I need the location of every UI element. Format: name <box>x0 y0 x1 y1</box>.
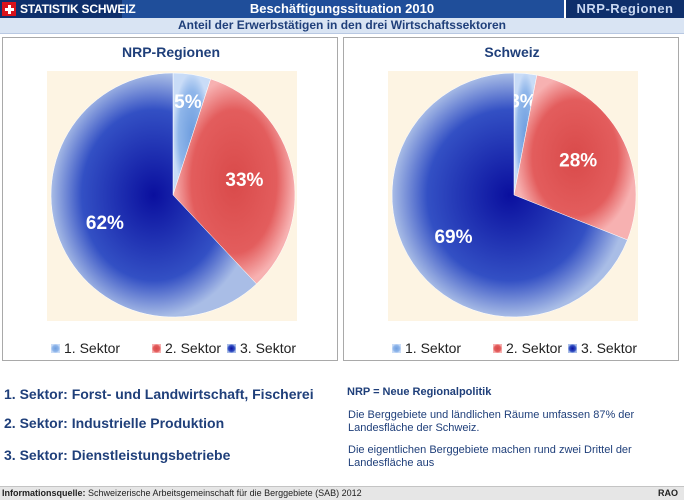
pie-slice-sector2 <box>513 74 637 241</box>
chart-panel-schweiz: Schweiz 3% 28% 69% 1. Sektor 2. Sektor 3. Sekt… <box>343 37 679 361</box>
footer-label: Informationsquelle: <box>2 488 86 498</box>
brand-text: STATISTIK SCHWEIZ <box>20 2 136 16</box>
pie-slice-sector3 <box>391 72 628 318</box>
chart-title: Schweiz <box>484 44 539 60</box>
legend-swatch-sector1 <box>392 344 401 353</box>
legend-swatch-sector2 <box>493 344 502 353</box>
footer-source: Schweizerische Arbeitsgemeinschaft für d… <box>88 488 362 498</box>
legend-swatch-sector2 <box>152 344 161 353</box>
data-label-sector2: 33% <box>225 170 263 191</box>
pie-chart-nrp: NRP-Regionen 5% 33% 62% 1. Sektor 2. Sektor 3.… <box>47 44 297 356</box>
footer: Informationsquelle: Schweizerische Arbei… <box>0 486 684 500</box>
page-title: Beschäftigungssituation 2010 <box>249 1 435 16</box>
legend-label-sector1: 1. Sektor <box>64 340 120 356</box>
data-label-sector3: 69% <box>434 227 472 248</box>
legend-label-sector1: 1. Sektor <box>405 340 461 356</box>
data-label-sector3: 62% <box>86 213 124 234</box>
legend-swatch-sector1 <box>51 344 60 353</box>
pie-slice-sector3 <box>50 72 257 318</box>
pie-chart-schweiz: Schweiz 3% 28% 69% 1. Sektor 2. Sektor 3. Sekt… <box>388 44 638 356</box>
legend-label-sector2: 2. Sektor <box>506 340 562 356</box>
swiss-flag-icon <box>2 2 16 16</box>
pie-slice-sector2 <box>172 78 296 285</box>
chart-title: NRP-Regionen <box>122 44 220 60</box>
note-mountain-area: Die Berggebiete und ländlichen Räume umf… <box>348 409 635 434</box>
chart-panel-nrp: NRP-Regionen 5% 33% 62% 1. Sektor 2. Sektor 3.… <box>2 37 338 361</box>
sector1-definition: 1. Sektor: Forst- und Landwirtschaft, Fi… <box>4 386 314 402</box>
note-mountain-share: Die eigentlichen Berggebiete machen rund… <box>348 444 632 469</box>
page-subtitle: Anteil der Erwerbstätigen in den drei Wi… <box>0 18 684 34</box>
legend-label-sector3: 3. Sektor <box>240 340 296 356</box>
sector2-definition: 2. Sektor: Industrielle Produktion <box>4 415 225 431</box>
header-bar: STATISTIK SCHWEIZ Beschäftigungssituatio… <box>0 0 684 18</box>
sector3-definition: 3. Sektor: Dienstleistungsbetriebe <box>4 447 231 463</box>
legend-label-sector2: 2. Sektor <box>165 340 221 356</box>
data-label-sector1: 5% <box>174 92 202 113</box>
nrp-definition: NRP = Neue Regionalpolitik <box>347 386 492 398</box>
data-label-sector2: 28% <box>559 151 597 172</box>
region-tab: NRP-Regionen <box>564 0 684 18</box>
legend-label-sector3: 3. Sektor <box>581 340 637 356</box>
brand: STATISTIK SCHWEIZ <box>0 0 136 18</box>
footer-code: RAO <box>658 488 678 498</box>
data-label-sector1: 3% <box>509 91 537 112</box>
legend-swatch-sector3 <box>227 344 236 353</box>
legend-swatch-sector3 <box>568 344 577 353</box>
